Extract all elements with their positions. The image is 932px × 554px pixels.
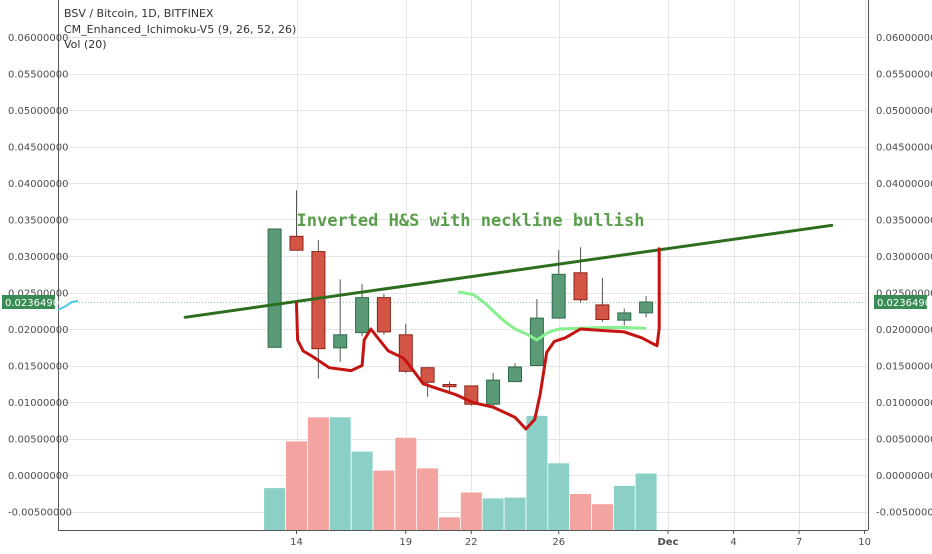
y-tick-label: 0.05000000 — [876, 106, 932, 117]
volume-bar[interactable] — [591, 504, 613, 530]
candle-down[interactable] — [595, 304, 610, 320]
volume-bar[interactable] — [460, 492, 482, 531]
candle-up[interactable] — [529, 317, 544, 367]
y-tick-label: 0.04000000 — [876, 179, 932, 190]
y-axis-left: 0.06000000 0.05500000 0.05000000 0.04500000… — [8, 33, 72, 519]
candle-down[interactable] — [289, 235, 304, 251]
x-tick-label: 14 — [290, 537, 303, 548]
candle-down[interactable] — [420, 367, 435, 383]
y-tick-label: 0.02500000 — [876, 289, 932, 300]
candle-up[interactable] — [355, 297, 370, 334]
y-tick-label: 0.00500000 — [876, 435, 932, 446]
volume-bar[interactable] — [570, 494, 591, 530]
annotation-text[interactable]: Inverted H&S with neckline bullish — [297, 211, 645, 231]
y-axis-right: 0.06000000 0.05500000 0.05000000 0.04500000… — [876, 33, 932, 519]
y-tick-label: 0.02500000 — [8, 289, 68, 300]
candle-up[interactable] — [551, 273, 566, 319]
y-tick-label: 0.04500000 — [8, 143, 68, 154]
last-price-tag-right: 0.02364900 — [874, 295, 932, 309]
volume-bar[interactable] — [264, 488, 286, 530]
y-tick-label: 0.03000000 — [8, 252, 68, 263]
volume-bar[interactable] — [307, 417, 329, 530]
y-tick-label: 0.03500000 — [876, 216, 932, 227]
price-tag-text: 0.02364900 — [877, 298, 932, 309]
last-price-tag-left: 0.02364900 — [2, 295, 65, 309]
candle-down[interactable] — [398, 334, 413, 372]
indicator-line-left — [57, 300, 79, 311]
y-tick-label: 0.00500000 — [8, 435, 68, 446]
volume-bar[interactable] — [635, 473, 657, 531]
y-tick-label: -0.00500000 — [876, 508, 932, 519]
y-tick-label: 0.02000000 — [876, 325, 932, 336]
volume-bar[interactable] — [482, 498, 504, 530]
volume-bar[interactable] — [417, 468, 439, 530]
grid-lines — [58, 0, 868, 530]
volume-bar[interactable] — [373, 470, 395, 530]
volume-bar[interactable] — [548, 463, 570, 530]
y-tick-label: 0.06000000 — [8, 33, 68, 44]
volume-bars — [264, 415, 657, 531]
price-tag-text: 0.02364900 — [5, 298, 65, 309]
volume-bar[interactable] — [351, 451, 373, 530]
candle-up[interactable] — [267, 228, 282, 348]
volume-bar[interactable] — [329, 417, 351, 530]
volume-bar[interactable] — [286, 441, 307, 530]
x-tick-label: 7 — [796, 537, 802, 548]
volume-bar[interactable] — [526, 415, 548, 530]
candle-up[interactable] — [333, 334, 348, 349]
x-tick-label: 26 — [552, 537, 565, 548]
y-tick-label: 0.00000000 — [8, 471, 68, 482]
y-tick-label: 0.01500000 — [876, 362, 932, 373]
y-tick-label: 0.04000000 — [8, 179, 68, 190]
y-tick-label: 0.05500000 — [876, 70, 932, 81]
volume-bar[interactable] — [395, 437, 417, 530]
neckline-trendline[interactable] — [183, 223, 834, 319]
ichimoku-line — [457, 290, 647, 342]
candle-up[interactable] — [639, 301, 654, 314]
x-tick-label: 10 — [858, 537, 871, 548]
y-tick-label: 0.01000000 — [8, 398, 68, 409]
volume-bar[interactable] — [504, 497, 526, 530]
x-tick-label: 22 — [465, 537, 478, 548]
x-tick-label: 4 — [730, 537, 736, 548]
candle-up[interactable] — [508, 366, 522, 383]
y-tick-label: 0.03000000 — [876, 252, 932, 263]
candle-down[interactable] — [573, 272, 588, 301]
y-tick-label: -0.00500000 — [8, 508, 72, 519]
y-tick-label: 0.00000000 — [876, 471, 932, 482]
y-tick-label: 0.03500000 — [8, 216, 68, 227]
y-tick-label: 0.01500000 — [8, 362, 68, 373]
y-tick-label: 0.06000000 — [876, 33, 932, 44]
x-axis: 14 19 22 26 Dec 4 7 10 — [290, 530, 871, 548]
price-tag-background — [874, 295, 927, 309]
volume-bar[interactable] — [613, 485, 635, 530]
candles — [267, 190, 654, 408]
price-tag-background — [2, 295, 55, 309]
x-tick-label: Dec — [657, 537, 678, 548]
inverse-head-shoulders-curve[interactable] — [295, 247, 661, 431]
volume-bar[interactable] — [439, 517, 460, 530]
candle-up[interactable] — [617, 312, 632, 321]
y-tick-label: 0.05000000 — [8, 106, 68, 117]
y-tick-label: 0.02000000 — [8, 325, 68, 336]
candle-up[interactable] — [486, 379, 501, 405]
candle-down[interactable] — [376, 297, 391, 333]
x-tick-label: 19 — [399, 537, 412, 548]
y-tick-label: 0.01000000 — [876, 398, 932, 409]
y-tick-label: 0.04500000 — [876, 143, 932, 154]
y-tick-label: 0.05500000 — [8, 70, 68, 81]
candle-down[interactable] — [442, 384, 457, 388]
